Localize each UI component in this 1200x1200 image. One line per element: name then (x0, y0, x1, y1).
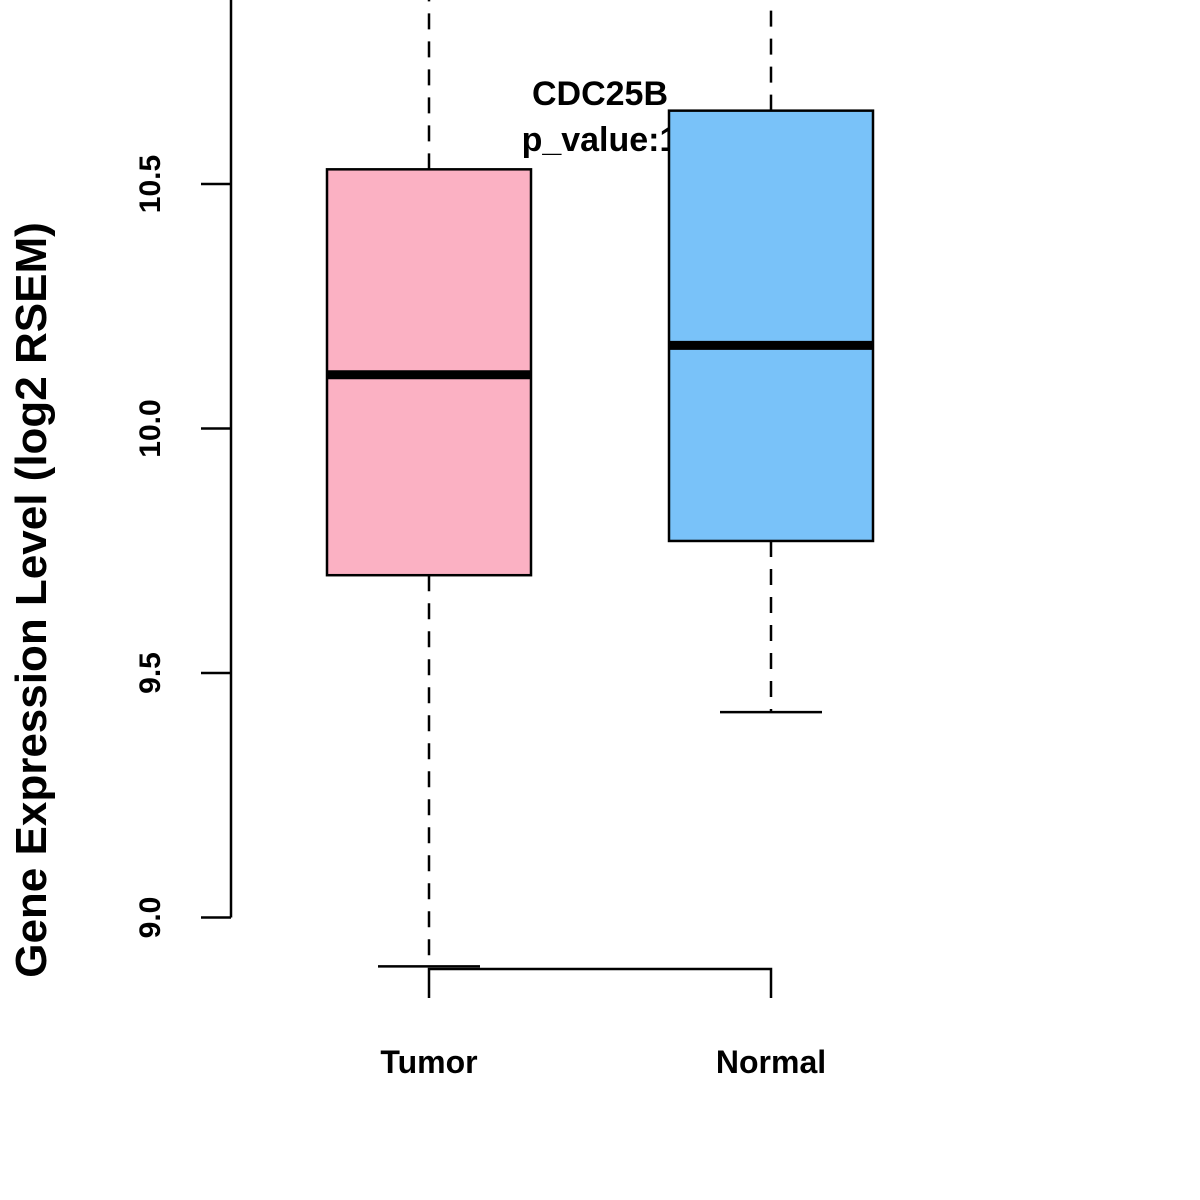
y-axis-label: Gene Expression Level (log2 RSEM) (7, 222, 56, 978)
x-label-tumor: Tumor (380, 1044, 477, 1080)
y-tick-label: 10.5 (134, 155, 167, 213)
y-axis: 9.09.510.010.511.011.5 (134, 0, 233, 939)
box-normal (667, 0, 875, 714)
y-tick-label: 9.5 (134, 652, 167, 694)
y-tick-label: 10.0 (134, 399, 167, 457)
y-tick-label: 9.0 (134, 897, 167, 939)
comparison-bracket (427, 967, 773, 998)
chart-title: CDC25B (532, 75, 668, 113)
x-axis-labels: Tumor Normal (380, 1044, 826, 1080)
boxes-group (325, 0, 875, 968)
box-tumor (325, 0, 533, 968)
iqr-box (667, 109, 875, 543)
bracket-line (427, 967, 773, 998)
x-label-normal: Normal (716, 1044, 826, 1080)
chart-subtitle: p_value:1 (522, 121, 679, 159)
